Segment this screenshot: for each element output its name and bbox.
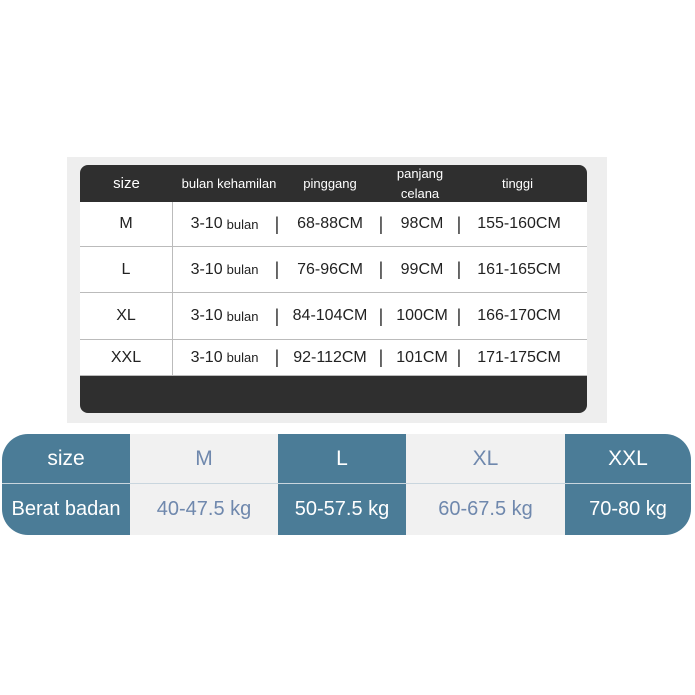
size-cell: XL: [80, 293, 173, 339]
tinggi-cell: 155-160CM: [477, 215, 561, 232]
size-cell: L: [80, 247, 173, 292]
tinggi-cell: 166-170CM: [477, 307, 561, 324]
bulan-unit: bulan: [226, 350, 259, 365]
separator: |: [274, 259, 280, 279]
table-row: M 3-10 bulan | 68-88CM | 98CM | 155-160CM: [80, 202, 587, 247]
table-row: L 3-10 bulan | 76-96CM | 99CM | 161-165CM: [80, 247, 587, 293]
separator: |: [274, 213, 280, 234]
weight-label: Berat badan: [11, 498, 121, 520]
header-pinggang: pinggang: [303, 175, 357, 191]
size-xxl: XXL: [608, 447, 648, 470]
panjang-cell: 101CM: [396, 348, 448, 366]
separator: |: [456, 213, 462, 234]
pinggang-cell: 84-104CM: [292, 307, 368, 324]
weight-l: 50-57.5 kg: [294, 498, 390, 520]
size-chart-table: size bulan kehamilan pinggang panjang ce…: [80, 165, 587, 413]
panjang-cell: 100CM: [396, 307, 448, 324]
pinggang-cell: 92-112CM: [293, 348, 367, 366]
header-tinggi: tinggi: [501, 175, 534, 191]
panjang-cell: 99CM: [400, 260, 444, 278]
bulan-cell: 3-10 bulan: [173, 293, 276, 339]
bulan-cell: 3-10 bulan: [173, 340, 276, 375]
panjang-cell: 98CM: [400, 215, 444, 232]
separator: |: [274, 305, 280, 326]
size-m: M: [130, 434, 278, 484]
bulan-unit: bulan: [226, 308, 259, 324]
weight-xl: 60-67.5 kg: [406, 484, 565, 535]
table-row: XL 3-10 bulan | 84-104CM | 100CM | 166-17…: [80, 293, 587, 340]
size-cell: M: [80, 202, 173, 246]
header-size: size: [113, 174, 140, 192]
separator: |: [456, 305, 462, 326]
row-divider: [2, 483, 691, 484]
separator: |: [378, 259, 384, 279]
weight-table: size Berat badan M 40-47.5 kg L 50-57.5 k…: [2, 434, 691, 535]
separator: |: [378, 213, 384, 234]
size-xl: XL: [406, 434, 565, 484]
table-row: XXL 3-10 bulan | 92-112CM | 101CM | 171-1…: [80, 340, 587, 376]
bulan-unit: bulan: [226, 216, 259, 232]
separator: |: [456, 259, 462, 279]
bulan-cell: 3-10 bulan: [173, 202, 276, 246]
bulan-value: 3-10: [190, 348, 223, 366]
separator: |: [456, 347, 462, 367]
pinggang-cell: 68-88CM: [297, 215, 363, 232]
bulan-value: 3-10: [190, 307, 223, 324]
bulan-cell: 3-10 bulan: [173, 247, 276, 292]
separator: |: [274, 347, 280, 367]
bulan-unit: bulan: [226, 262, 259, 277]
size-l: L: [336, 447, 348, 470]
table-footer: [80, 376, 587, 413]
pinggang-cell: 76-96CM: [297, 260, 363, 278]
bulan-value: 3-10: [190, 260, 223, 278]
header-bulan: bulan kehamilan: [181, 175, 277, 191]
tinggi-cell: 171-175CM: [477, 348, 561, 366]
tinggi-cell: 161-165CM: [477, 260, 561, 278]
weight-m: 40-47.5 kg: [130, 484, 278, 535]
header-panjang: panjang celana: [396, 165, 444, 201]
weight-xxl: 70-80 kg: [589, 498, 667, 520]
size-label: size: [47, 447, 85, 470]
separator: |: [378, 305, 384, 326]
size-cell: XXL: [80, 340, 173, 375]
separator: |: [378, 347, 384, 367]
bulan-value: 3-10: [190, 215, 223, 232]
